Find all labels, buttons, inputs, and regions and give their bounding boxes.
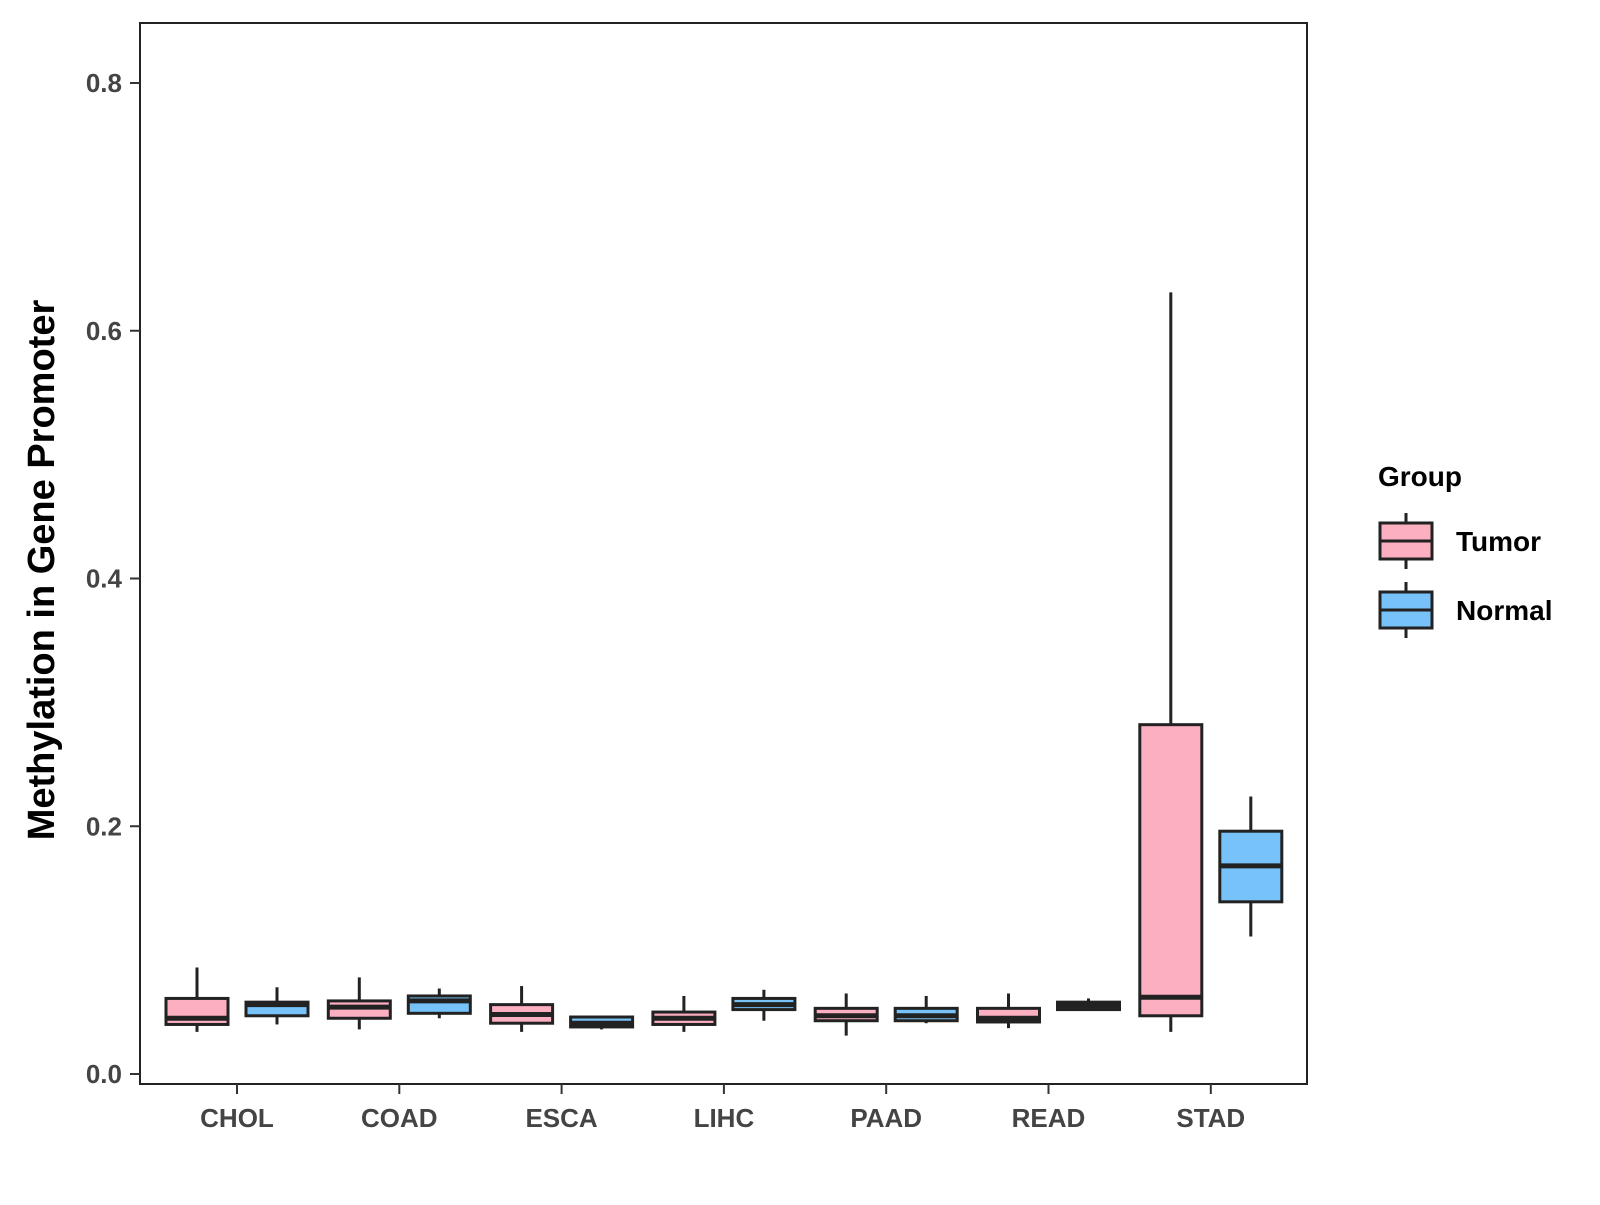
box-normal-esca <box>569 1015 635 1030</box>
box-tumor-chol <box>164 967 230 1032</box>
x-tick-label: CHOL <box>200 1103 274 1133</box>
x-tick-label: COAD <box>361 1103 438 1133</box>
box-tumor-lihc <box>651 995 717 1032</box>
box-body <box>1138 723 1204 1018</box>
y-axis: 0.0 0.2 0.4 0.6 0.8 <box>86 68 140 1089</box>
series-normal <box>244 796 1284 1030</box>
plot-panel <box>139 22 1308 1085</box>
box-tumor-esca <box>489 986 555 1032</box>
legend-item-normal: Normal <box>1378 582 1552 638</box>
legend-label: Tumor <box>1456 526 1541 557</box>
x-tick-label: PAAD <box>850 1103 922 1133</box>
box-tumor-coad <box>326 977 392 1030</box>
x-tick-label: READ <box>1012 1103 1086 1133</box>
y-tick-label: 0.4 <box>86 564 123 594</box>
box-normal-paad <box>893 995 959 1024</box>
y-tick-label: 0.2 <box>86 811 122 841</box>
y-tick-label: 0.0 <box>86 1059 122 1089</box>
box-normal-lihc <box>731 989 797 1021</box>
x-tick-label: ESCA <box>525 1103 597 1133</box>
y-tick-label: 0.6 <box>86 316 122 346</box>
box-tumor-read <box>976 993 1041 1029</box>
box-tumor-stad <box>1138 292 1204 1032</box>
x-axis: CHOL COAD ESCA LIHC PAAD READ STAD <box>200 1084 1245 1133</box>
y-axis-title: Methylation in Gene Promoter <box>21 300 63 841</box>
legend-item-tumor: Tumor <box>1378 513 1541 569</box>
legend-label: Normal <box>1456 595 1552 626</box>
box-normal-coad <box>406 988 472 1019</box>
x-tick-label: STAD <box>1176 1103 1245 1133</box>
box-normal-read <box>1056 998 1121 1012</box>
box-tumor-paad <box>813 993 879 1036</box>
box-normal-chol <box>244 987 310 1025</box>
legend-title: Group <box>1378 461 1462 492</box>
x-tick-label: LIHC <box>694 1103 755 1133</box>
box-series <box>164 292 1284 1036</box>
series-tumor <box>164 292 1204 1036</box>
box-normal-stad <box>1218 796 1284 937</box>
legend: Group Tumor Normal <box>1378 461 1552 638</box>
y-tick-label: 0.8 <box>86 68 122 98</box>
